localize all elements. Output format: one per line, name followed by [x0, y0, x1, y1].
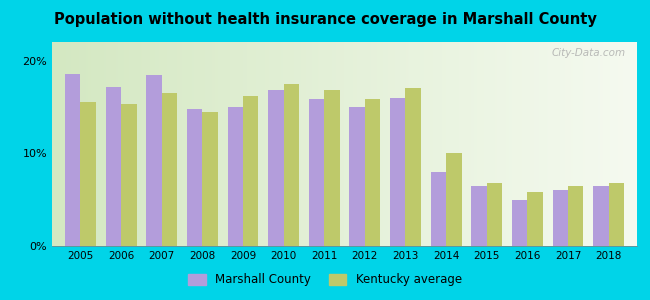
Bar [552, 190, 568, 246]
Bar [446, 153, 462, 246]
Bar [202, 112, 218, 246]
Bar [568, 186, 584, 246]
Bar [324, 90, 339, 246]
Bar [349, 107, 365, 246]
Bar [512, 200, 527, 246]
Bar [527, 192, 543, 246]
Bar [593, 186, 608, 246]
Bar [105, 86, 121, 246]
Bar [146, 75, 162, 246]
Bar [487, 183, 502, 246]
Text: Population without health insurance coverage in Marshall County: Population without health insurance cove… [53, 12, 597, 27]
Bar [243, 96, 259, 246]
Bar [81, 102, 96, 246]
Bar [431, 172, 446, 246]
Bar [365, 100, 380, 246]
Bar [65, 74, 81, 246]
Bar [268, 90, 283, 246]
Bar [227, 107, 243, 246]
Bar [162, 93, 177, 246]
Bar [608, 183, 624, 246]
Text: City-Data.com: City-Data.com [551, 48, 625, 58]
Bar [309, 100, 324, 246]
Bar [471, 186, 487, 246]
Bar [406, 88, 421, 246]
Bar [390, 98, 406, 246]
Legend: Marshall County, Kentucky average: Marshall County, Kentucky average [183, 269, 467, 291]
Bar [283, 84, 299, 246]
Bar [187, 109, 202, 246]
Bar [121, 104, 136, 246]
